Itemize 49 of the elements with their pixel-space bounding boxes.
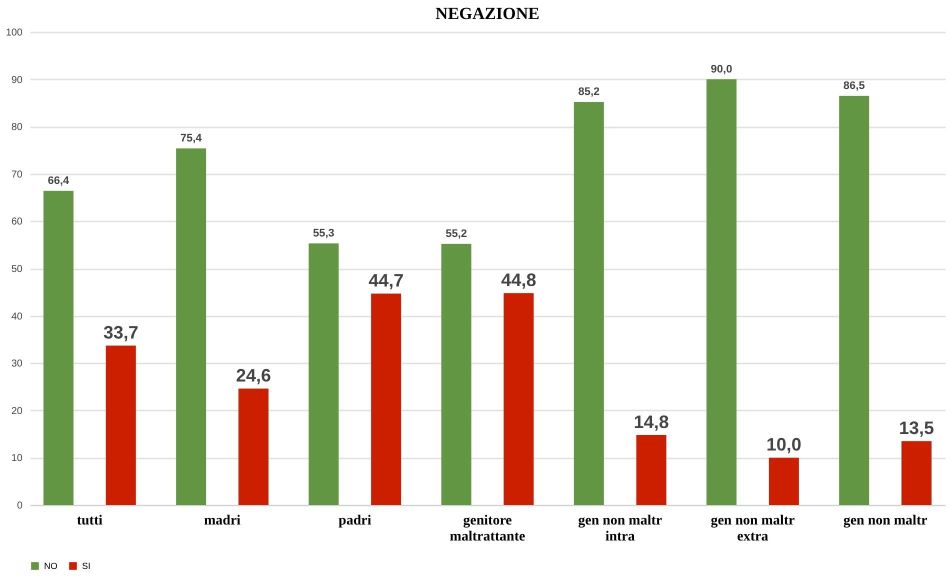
data-label: 55,3 bbox=[312, 227, 334, 240]
y-tick-label: 70 bbox=[11, 169, 23, 180]
y-tick-label: 0 bbox=[16, 500, 23, 512]
bar bbox=[636, 434, 666, 505]
bar bbox=[176, 148, 206, 505]
legend-label: NO bbox=[44, 561, 58, 571]
y-tick-label: 90 bbox=[11, 74, 23, 86]
data-label: 85,2 bbox=[578, 86, 600, 98]
data-label: 75,4 bbox=[180, 132, 203, 144]
bar bbox=[706, 79, 737, 505]
bar bbox=[238, 388, 268, 505]
legend-label: SI bbox=[82, 561, 91, 571]
bar bbox=[839, 96, 870, 505]
data-label: 90,0 bbox=[710, 63, 732, 76]
data-label: 55,2 bbox=[446, 228, 468, 240]
x-tick-label: genitore maltrattante bbox=[450, 514, 526, 544]
data-label: 13,5 bbox=[899, 418, 934, 438]
y-tick-label: 60 bbox=[11, 216, 23, 228]
bar bbox=[106, 346, 136, 505]
y-tick-label: 30 bbox=[11, 358, 23, 370]
y-tick-label: 20 bbox=[11, 406, 23, 417]
data-label: 44,8 bbox=[501, 270, 536, 290]
x-tick-label: gen non maltr intra bbox=[578, 514, 662, 544]
x-tick-label: padri bbox=[338, 514, 372, 528]
data-label: 24,6 bbox=[236, 366, 272, 386]
bar bbox=[441, 244, 472, 505]
x-tick-label: gen non maltr bbox=[843, 514, 928, 528]
y-tick-label: 10 bbox=[11, 453, 23, 464]
data-label: 44,7 bbox=[368, 270, 404, 291]
x-tick-label: madri bbox=[204, 514, 241, 528]
x-tick-label: gen non maltr extra bbox=[710, 514, 795, 544]
bar bbox=[504, 293, 534, 505]
y-tick-label: 40 bbox=[11, 311, 23, 322]
x-tick-label: tutti bbox=[76, 514, 103, 528]
y-tick-label: 80 bbox=[11, 122, 23, 134]
bar bbox=[371, 294, 402, 505]
bar bbox=[43, 190, 74, 505]
y-tick-label: 50 bbox=[11, 264, 23, 275]
bar bbox=[308, 243, 339, 505]
data-label: 14,8 bbox=[634, 412, 669, 432]
bar bbox=[902, 441, 932, 505]
chart-title: NEGAZIONE bbox=[436, 4, 540, 23]
bar bbox=[574, 102, 604, 505]
data-label: 33,7 bbox=[103, 322, 138, 343]
y-tick-label: 100 bbox=[6, 28, 23, 38]
data-label: 66,4 bbox=[48, 174, 70, 187]
bar bbox=[768, 458, 799, 505]
data-label: 86,5 bbox=[843, 80, 865, 92]
data-label: 10,0 bbox=[766, 434, 802, 455]
